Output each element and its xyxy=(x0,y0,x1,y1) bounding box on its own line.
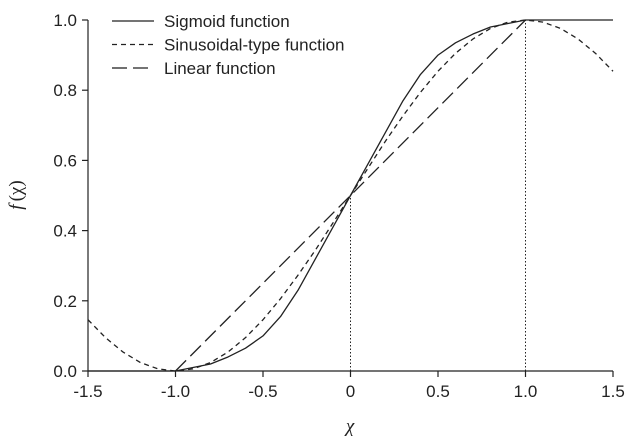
y-tick-label: 0.8 xyxy=(53,81,77,100)
x-tick-label: 1.0 xyxy=(514,382,538,401)
x-tick-label: 1.5 xyxy=(601,382,625,401)
legend-label: Linear function xyxy=(164,59,276,78)
x-tick-label: 0.5 xyxy=(426,382,450,401)
x-tick-label: -0.5 xyxy=(248,382,277,401)
y-tick-label: 0.0 xyxy=(53,362,77,381)
x-axis-label: χ xyxy=(344,416,355,437)
sinusoidal-type-function-line xyxy=(87,19,614,372)
x-tick-label: -1.5 xyxy=(73,382,102,401)
y-axis-label: f(χ) xyxy=(6,180,27,209)
sigmoid-function-line xyxy=(88,19,613,372)
y-axis-label-argument: (χ) xyxy=(6,180,27,201)
plot-layer xyxy=(87,19,614,372)
y-tick-label: 1.0 xyxy=(53,11,77,30)
y-tick-label: 0.6 xyxy=(53,151,77,170)
x-tick-label: 0 xyxy=(346,382,355,401)
linear-function-line xyxy=(175,19,526,372)
x-tick-label: -1.0 xyxy=(161,382,190,401)
legend: Sigmoid function Sinusoidal-type function… xyxy=(112,12,345,78)
legend-label: Sigmoid function xyxy=(164,12,290,31)
axes-layer: -1.5 -1.0 -0.5 0 0.5 1.0 1.5 0.0 0.2 0.4 0.6 0.8 1.0 xyxy=(53,11,624,401)
legend-label: Sinusoidal-type function xyxy=(164,36,345,55)
y-tick-label: 0.2 xyxy=(53,292,77,311)
y-tick-label: 0.4 xyxy=(53,222,77,241)
y-axis-label-function: f xyxy=(6,202,27,210)
